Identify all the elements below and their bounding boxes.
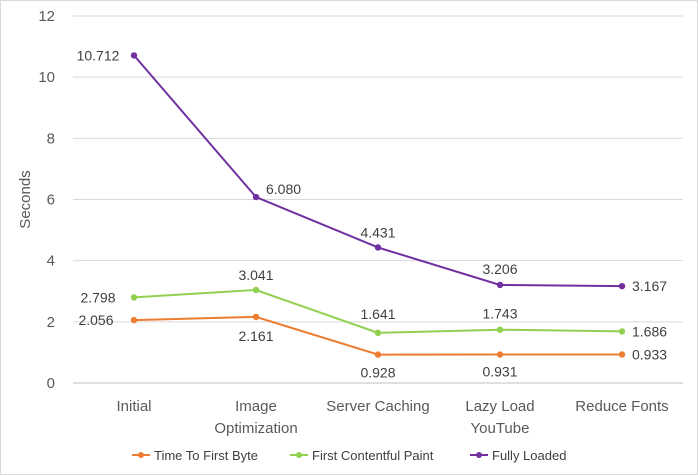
gridlines: [73, 15, 683, 384]
data-label: 2.056: [78, 312, 113, 328]
data-point: [252, 193, 260, 201]
data-point: [618, 282, 626, 290]
x-tick-label: Image: [235, 398, 277, 415]
data-label: 3.206: [482, 261, 517, 277]
data-point: [374, 351, 382, 358]
y-tick-label: 2: [47, 314, 55, 331]
data-label: 6.080: [266, 181, 301, 197]
data-label: 4.431: [360, 224, 395, 240]
y-axis-ticks: 0 2 4 6 8 10 12: [38, 8, 55, 392]
data-label: 3.041: [238, 267, 273, 283]
x-tick-label: YouTube: [471, 420, 530, 437]
data-label: 0.928: [360, 365, 395, 381]
data-point: [252, 313, 260, 321]
data-label: 0.933: [632, 346, 667, 362]
data-point: [130, 294, 138, 301]
x-tick-label: Initial: [116, 398, 151, 415]
data-point: [374, 244, 382, 251]
y-tick-label: 8: [47, 130, 55, 147]
data-point: [618, 328, 626, 335]
x-tick-label: Optimization: [214, 420, 297, 437]
data-point: [130, 52, 138, 59]
y-tick-label: 0: [47, 375, 55, 392]
data-point: [496, 351, 504, 358]
x-tick-label: Lazy Load: [465, 398, 534, 415]
data-point: [374, 329, 382, 337]
y-tick-label: 6: [47, 192, 55, 209]
legend-swatch-marker: [476, 452, 482, 458]
data-point: [130, 316, 138, 324]
data-point: [496, 326, 504, 333]
data-label: 1.743: [482, 306, 517, 322]
legend-label: Fully Loaded: [492, 448, 566, 463]
data-label: 1.686: [632, 323, 667, 339]
data-label: 2.798: [80, 289, 115, 305]
data-point: [252, 286, 260, 294]
x-tick-label: Reduce Fonts: [575, 398, 668, 415]
data-point: [618, 351, 626, 358]
data-point: [496, 281, 504, 289]
y-axis-label: Seconds: [17, 170, 34, 228]
series-line-2: [133, 54, 623, 288]
y-tick-label: 4: [47, 253, 55, 270]
legend-swatch-marker: [138, 452, 144, 458]
data-label: 3.167: [632, 278, 667, 294]
data-label: 0.931: [482, 364, 517, 380]
legend: Time To First Byte First Contentful Paint…: [132, 448, 566, 463]
y-tick-label: 12: [38, 8, 55, 25]
data-label: 10.712: [77, 47, 120, 63]
x-axis-ticks: Initial Image Optimization Server Caching La…: [116, 398, 668, 437]
legend-swatch-marker: [296, 452, 302, 458]
data-label: 2.161: [238, 328, 273, 344]
data-labels: 2.056 2.161 0.928 0.931 0.933 2.798 3.041 1.641…: [77, 47, 668, 380]
data-label: 1.641: [360, 306, 395, 322]
series-group: [130, 52, 626, 358]
legend-label: Time To First Byte: [154, 448, 258, 463]
y-tick-label: 10: [38, 69, 55, 86]
legend-label: First Contentful Paint: [312, 448, 434, 463]
x-tick-label: Server Caching: [326, 398, 429, 415]
